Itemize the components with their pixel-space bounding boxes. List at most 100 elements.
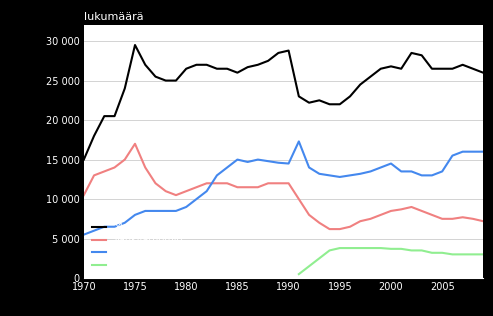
Vankilatuomio xyxy=(409,205,415,209)
Yhdyskuntapalvelu xyxy=(470,252,476,256)
Yhteensä xyxy=(245,65,250,69)
Yhdyskuntapalvelu xyxy=(337,246,343,250)
Yhdyskuntapalvelu xyxy=(326,248,332,252)
Ehdollinen vankeus xyxy=(317,172,322,176)
Vankilatuomio xyxy=(152,181,158,185)
Ehdollinen vankeus xyxy=(357,172,363,176)
Yhteensä xyxy=(255,63,261,67)
Yhteensä xyxy=(132,43,138,47)
Yhteensä xyxy=(193,63,199,67)
Legend: Yhteensä, Vankilatuomio, Ehdollinen vankeus, Yhdyskuntapalvelu: Yhteensä, Vankilatuomio, Ehdollinen vank… xyxy=(89,220,211,273)
Ehdollinen vankeus xyxy=(368,169,374,173)
Vankilatuomio xyxy=(193,185,199,189)
Yhteensä xyxy=(102,114,107,118)
Ehdollinen vankeus xyxy=(173,209,179,213)
Ehdollinen vankeus xyxy=(183,205,189,209)
Yhteensä xyxy=(368,75,374,79)
Ehdollinen vankeus xyxy=(409,169,415,173)
Vankilatuomio xyxy=(398,207,404,211)
Yhteensä xyxy=(204,63,210,67)
Ehdollinen vankeus xyxy=(255,158,261,161)
Yhteensä xyxy=(214,67,220,70)
Vankilatuomio xyxy=(459,216,465,219)
Ehdollinen vankeus xyxy=(459,150,465,154)
Ehdollinen vankeus xyxy=(111,225,117,229)
Ehdollinen vankeus xyxy=(265,159,271,163)
Vankilatuomio xyxy=(357,219,363,223)
Line: Ehdollinen vankeus: Ehdollinen vankeus xyxy=(84,141,483,234)
Yhdyskuntapalvelu xyxy=(357,246,363,250)
Vankilatuomio xyxy=(439,217,445,221)
Yhdyskuntapalvelu xyxy=(296,272,302,276)
Ehdollinen vankeus xyxy=(347,173,353,177)
Ehdollinen vankeus xyxy=(245,160,250,164)
Yhdyskuntapalvelu xyxy=(347,246,353,250)
Vankilatuomio xyxy=(235,185,241,189)
Yhteensä xyxy=(337,102,343,106)
Yhteensä xyxy=(388,64,394,68)
Ehdollinen vankeus xyxy=(450,154,456,158)
Yhteensä xyxy=(142,63,148,67)
Vankilatuomio xyxy=(173,193,179,197)
Vankilatuomio xyxy=(296,197,302,201)
Yhteensä xyxy=(450,67,456,70)
Yhteensä xyxy=(91,134,97,138)
Yhteensä xyxy=(276,51,282,55)
Vankilatuomio xyxy=(378,213,384,217)
Ehdollinen vankeus xyxy=(439,169,445,173)
Vankilatuomio xyxy=(214,181,220,185)
Vankilatuomio xyxy=(326,227,332,231)
Ehdollinen vankeus xyxy=(204,189,210,193)
Yhdyskuntapalvelu xyxy=(450,252,456,256)
Vankilatuomio xyxy=(480,219,486,223)
Ehdollinen vankeus xyxy=(142,209,148,213)
Ehdollinen vankeus xyxy=(470,150,476,154)
Ehdollinen vankeus xyxy=(214,173,220,177)
Yhteensä xyxy=(296,94,302,98)
Vankilatuomio xyxy=(255,185,261,189)
Vankilatuomio xyxy=(347,225,353,229)
Text: lukumäärä: lukumäärä xyxy=(84,12,143,22)
Yhteensä xyxy=(409,51,415,55)
Ehdollinen vankeus xyxy=(91,229,97,233)
Ehdollinen vankeus xyxy=(102,225,107,229)
Yhteensä xyxy=(357,82,363,86)
Vankilatuomio xyxy=(276,181,282,185)
Vankilatuomio xyxy=(163,189,169,193)
Yhteensä xyxy=(111,114,117,118)
Yhteensä xyxy=(429,67,435,70)
Yhteensä xyxy=(235,71,241,75)
Yhteensä xyxy=(152,75,158,79)
Ehdollinen vankeus xyxy=(306,166,312,169)
Vankilatuomio xyxy=(285,181,291,185)
Yhdyskuntapalvelu xyxy=(409,248,415,252)
Vankilatuomio xyxy=(81,193,87,197)
Vankilatuomio xyxy=(183,189,189,193)
Ehdollinen vankeus xyxy=(224,166,230,169)
Yhteensä xyxy=(306,101,312,105)
Vankilatuomio xyxy=(122,158,128,161)
Ehdollinen vankeus xyxy=(122,221,128,225)
Ehdollinen vankeus xyxy=(163,209,169,213)
Yhteensä xyxy=(317,99,322,102)
Yhdyskuntapalvelu xyxy=(459,252,465,256)
Ehdollinen vankeus xyxy=(235,158,241,161)
Vankilatuomio xyxy=(102,169,107,173)
Vankilatuomio xyxy=(132,142,138,146)
Vankilatuomio xyxy=(204,181,210,185)
Ehdollinen vankeus xyxy=(285,161,291,165)
Vankilatuomio xyxy=(306,213,312,217)
Yhteensä xyxy=(439,67,445,70)
Ehdollinen vankeus xyxy=(429,173,435,177)
Vankilatuomio xyxy=(224,181,230,185)
Vankilatuomio xyxy=(429,213,435,217)
Yhdyskuntapalvelu xyxy=(317,257,322,260)
Yhteensä xyxy=(81,158,87,161)
Vankilatuomio xyxy=(419,209,424,213)
Vankilatuomio xyxy=(388,209,394,213)
Yhdyskuntapalvelu xyxy=(378,246,384,250)
Yhdyskuntapalvelu xyxy=(419,248,424,252)
Vankilatuomio xyxy=(142,166,148,169)
Yhteensä xyxy=(470,67,476,70)
Vankilatuomio xyxy=(368,217,374,221)
